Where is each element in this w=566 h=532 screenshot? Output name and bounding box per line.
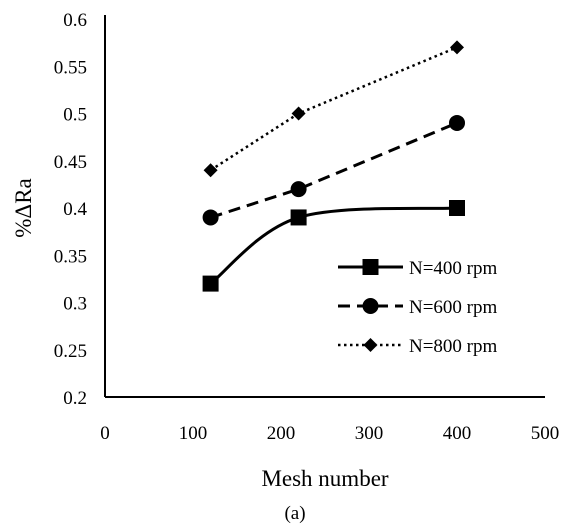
series-line	[209, 46, 458, 172]
legend-label: N=600 rpm	[409, 297, 498, 318]
legend-entry: N=800 rpm	[338, 336, 498, 357]
legend-marker	[362, 259, 379, 275]
data-point	[450, 40, 464, 55]
y-tick-label: 0.6	[63, 10, 87, 31]
series-layer	[202, 40, 465, 292]
series-3	[203, 40, 464, 178]
data-point	[290, 181, 307, 198]
data-point	[291, 106, 306, 121]
y-tick-label: 0.45	[54, 152, 87, 173]
series-2	[202, 114, 465, 226]
legend: N=400 rpm N=600 rpm N=800 rpm	[338, 258, 498, 357]
data-point	[203, 163, 218, 178]
legend-marker	[363, 338, 378, 352]
x-axis-title: Mesh number	[261, 466, 388, 491]
legend-entry: N=600 rpm	[338, 297, 498, 318]
data-point	[290, 209, 307, 226]
figure-caption: (a)	[284, 503, 305, 524]
x-tick-label: 100	[179, 423, 208, 444]
legend-entry: N=400 rpm	[338, 258, 498, 279]
data-point	[202, 275, 219, 292]
x-tick-label: 500	[531, 423, 560, 444]
y-tick-label: 0.2	[63, 388, 87, 409]
x-tick-label: 400	[443, 423, 472, 444]
axes: 0.2 0.25 0.3 0.35 0.4 0.45 0.5 0.55 0.6 0 100 200 30…	[54, 10, 560, 444]
x-tick-label: 0	[100, 423, 110, 444]
legend-label: N=400 rpm	[409, 258, 498, 279]
data-point	[449, 200, 465, 216]
y-axis-title: %ΔRa	[11, 178, 36, 238]
series-1	[202, 200, 465, 292]
y-tick-label: 0.5	[63, 105, 87, 126]
legend-marker	[362, 298, 379, 314]
data-point	[202, 209, 219, 226]
legend-label: N=800 rpm	[409, 336, 498, 357]
data-point	[449, 114, 465, 131]
x-tick-label: 300	[355, 423, 384, 444]
y-tick-label: 0.55	[54, 57, 87, 78]
y-tick-label: 0.25	[54, 341, 87, 362]
series-line	[210, 121, 458, 219]
y-tick-label: 0.35	[54, 246, 87, 267]
y-tick-label: 0.4	[63, 199, 87, 220]
y-tick-label: 0.3	[63, 294, 87, 315]
x-tick-label: 200	[267, 423, 296, 444]
